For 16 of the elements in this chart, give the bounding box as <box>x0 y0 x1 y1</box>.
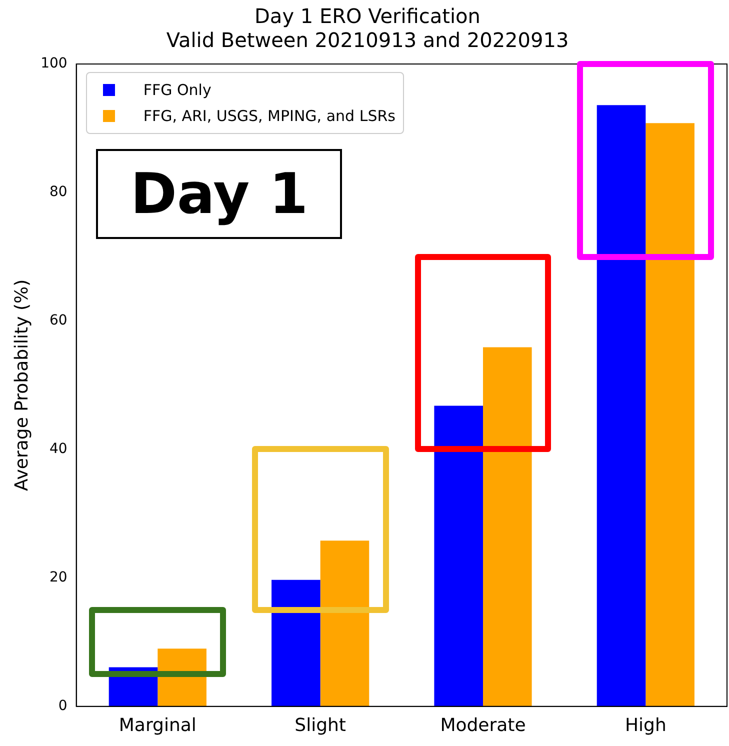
x-tick-label: High <box>624 714 666 736</box>
y-tick-label: 60 <box>49 312 68 329</box>
y-tick-label: 20 <box>49 570 68 586</box>
legend-label: FFG Only <box>143 81 212 99</box>
x-tick-label: Moderate <box>440 714 526 736</box>
legend-label: FFG, ARI, USGS, MPING, and LSRs <box>143 107 396 125</box>
x-tick-label: Marginal <box>118 714 196 736</box>
y-axis-title: Average Probability (%) <box>11 279 32 492</box>
y-tick-label: 80 <box>49 184 68 200</box>
y-tick-label: 40 <box>49 441 68 458</box>
chart-subtitle: Valid Between 20210913 and 20220913 <box>166 28 569 52</box>
y-tick-label: 0 <box>58 698 68 714</box>
annotation: Day 1 <box>96 149 342 239</box>
y-tick-label: 100 <box>40 56 68 72</box>
chart-title: Day 1 ERO Verification <box>254 4 480 28</box>
x-tick-label: Slight <box>294 714 346 736</box>
